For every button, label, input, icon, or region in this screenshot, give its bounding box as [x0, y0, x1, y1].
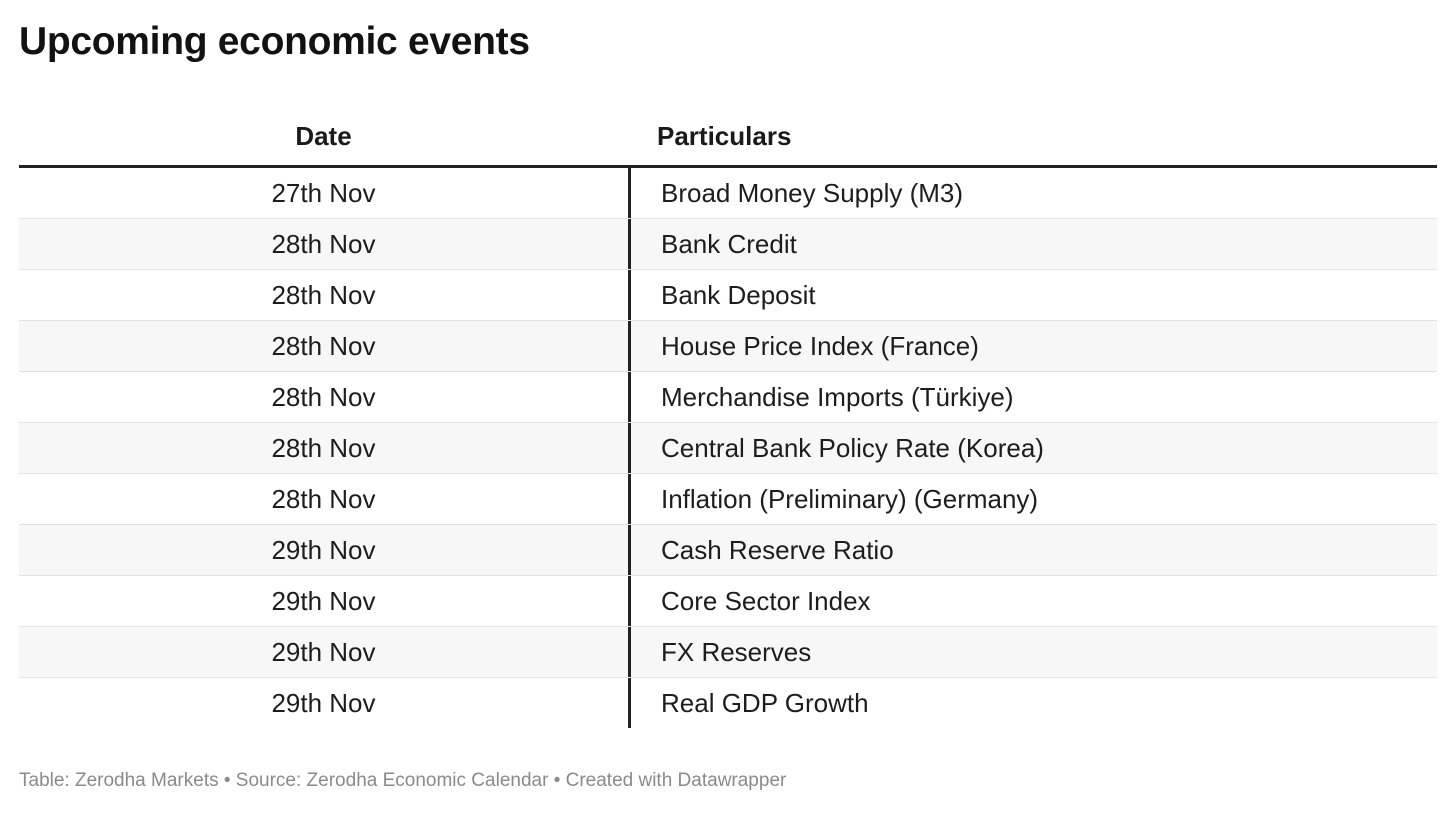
- cell-date: 28th Nov: [271, 229, 376, 259]
- table-row: 29th Nov FX Reserves: [19, 627, 1437, 678]
- cell-date: 29th Nov: [271, 688, 376, 718]
- cell-date: 29th Nov: [271, 535, 376, 565]
- cell-date: 28th Nov: [271, 331, 376, 361]
- table-row: 28th Nov Inflation (Preliminary) (Germany…: [19, 474, 1437, 525]
- table-row: 29th Nov Cash Reserve Ratio: [19, 525, 1437, 576]
- cell-particulars: House Price Index (France): [628, 321, 1437, 371]
- cell-date: 29th Nov: [271, 637, 376, 667]
- cell-particulars: FX Reserves: [628, 627, 1437, 677]
- table-body: 27th Nov Broad Money Supply (M3) 28th Nov B…: [19, 168, 1437, 728]
- table-row: 28th Nov House Price Index (France): [19, 321, 1437, 372]
- cell-date: 28th Nov: [271, 484, 376, 514]
- cell-date: 29th Nov: [271, 586, 376, 616]
- cell-date: 27th Nov: [271, 178, 376, 208]
- cell-date: 28th Nov: [271, 433, 376, 463]
- table-row: 29th Nov Real GDP Growth: [19, 678, 1437, 728]
- cell-particulars: Core Sector Index: [628, 576, 1437, 626]
- cell-date: 28th Nov: [271, 280, 376, 310]
- cell-particulars: Bank Deposit: [628, 270, 1437, 320]
- table-header: Date Particulars: [19, 106, 1437, 168]
- cell-particulars: Broad Money Supply (M3): [628, 168, 1437, 218]
- table-row: 28th Nov Merchandise Imports (Türkiye): [19, 372, 1437, 423]
- table-row: 28th Nov Central Bank Policy Rate (Korea): [19, 423, 1437, 474]
- cell-date: 28th Nov: [271, 382, 376, 412]
- chart-title: Upcoming economic events: [19, 20, 530, 63]
- header-particulars[interactable]: Particulars: [657, 121, 792, 151]
- table-row: 29th Nov Core Sector Index: [19, 576, 1437, 627]
- table-row: 28th Nov Bank Credit: [19, 219, 1437, 270]
- table-row: 27th Nov Broad Money Supply (M3): [19, 168, 1437, 219]
- cell-particulars: Real GDP Growth: [628, 678, 1437, 728]
- cell-particulars: Central Bank Policy Rate (Korea): [628, 423, 1437, 473]
- cell-particulars: Merchandise Imports (Türkiye): [628, 372, 1437, 422]
- cell-particulars: Bank Credit: [628, 219, 1437, 269]
- events-table: Date Particulars 27th Nov Broad Money Sup…: [19, 106, 1437, 728]
- cell-particulars: Inflation (Preliminary) (Germany): [628, 474, 1437, 524]
- table-row: 28th Nov Bank Deposit: [19, 270, 1437, 321]
- cell-particulars: Cash Reserve Ratio: [628, 525, 1437, 575]
- header-date[interactable]: Date: [295, 121, 352, 151]
- chart-footer: Table: Zerodha Markets • Source: Zerodha…: [19, 770, 787, 791]
